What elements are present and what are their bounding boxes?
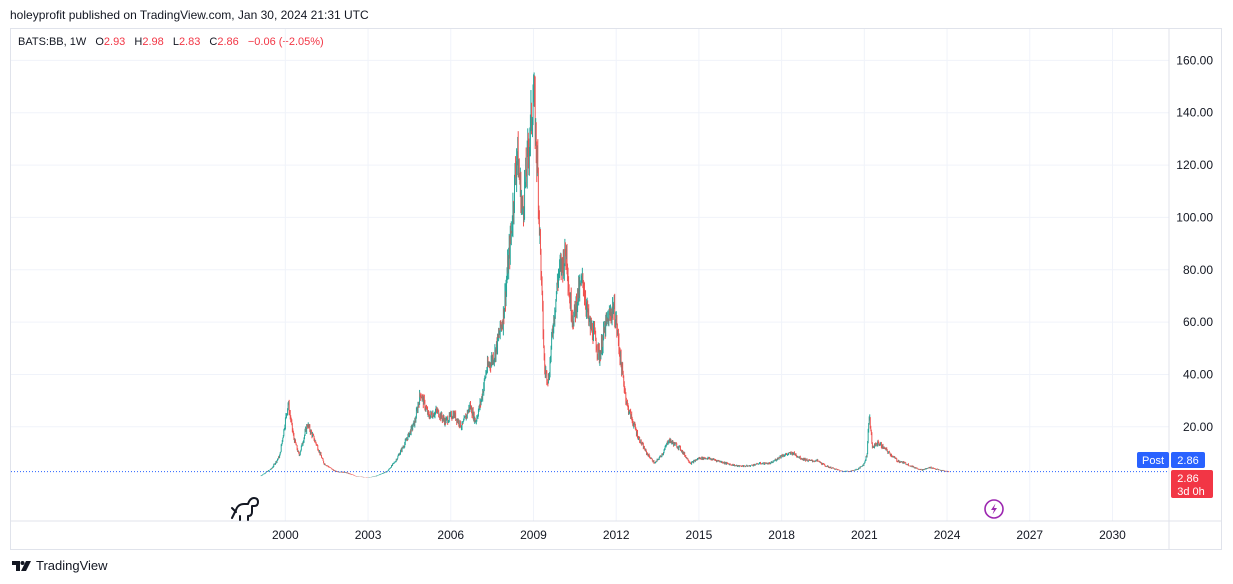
- legend-symbol[interactable]: BATS:BB, 1W: [18, 36, 87, 48]
- ohlc-legend: BATS:BB, 1W O2.93 H2.98 L2.83 C2.86 −0.0…: [18, 36, 324, 48]
- tradingview-footer[interactable]: TradingView: [12, 558, 108, 573]
- legend-open-label: O: [95, 36, 104, 48]
- legend-high-value: 2.98: [142, 36, 164, 48]
- chart-frame: [10, 28, 1222, 550]
- legend-open-value: 2.93: [103, 36, 126, 48]
- legend-close-label: C: [209, 36, 218, 48]
- legend-high-label: H: [134, 36, 143, 48]
- tradingview-logo-icon: [12, 560, 31, 571]
- legend-low-label: L: [172, 36, 179, 48]
- legend-close-value: 2.86: [217, 36, 239, 48]
- legend-change: −0.06 (−2.05%): [247, 36, 324, 48]
- publisher-header: holeyprofit published on TradingView.com…: [10, 8, 369, 22]
- legend-low-value: 2.83: [178, 36, 201, 48]
- footer-brand: TradingView: [36, 558, 108, 573]
